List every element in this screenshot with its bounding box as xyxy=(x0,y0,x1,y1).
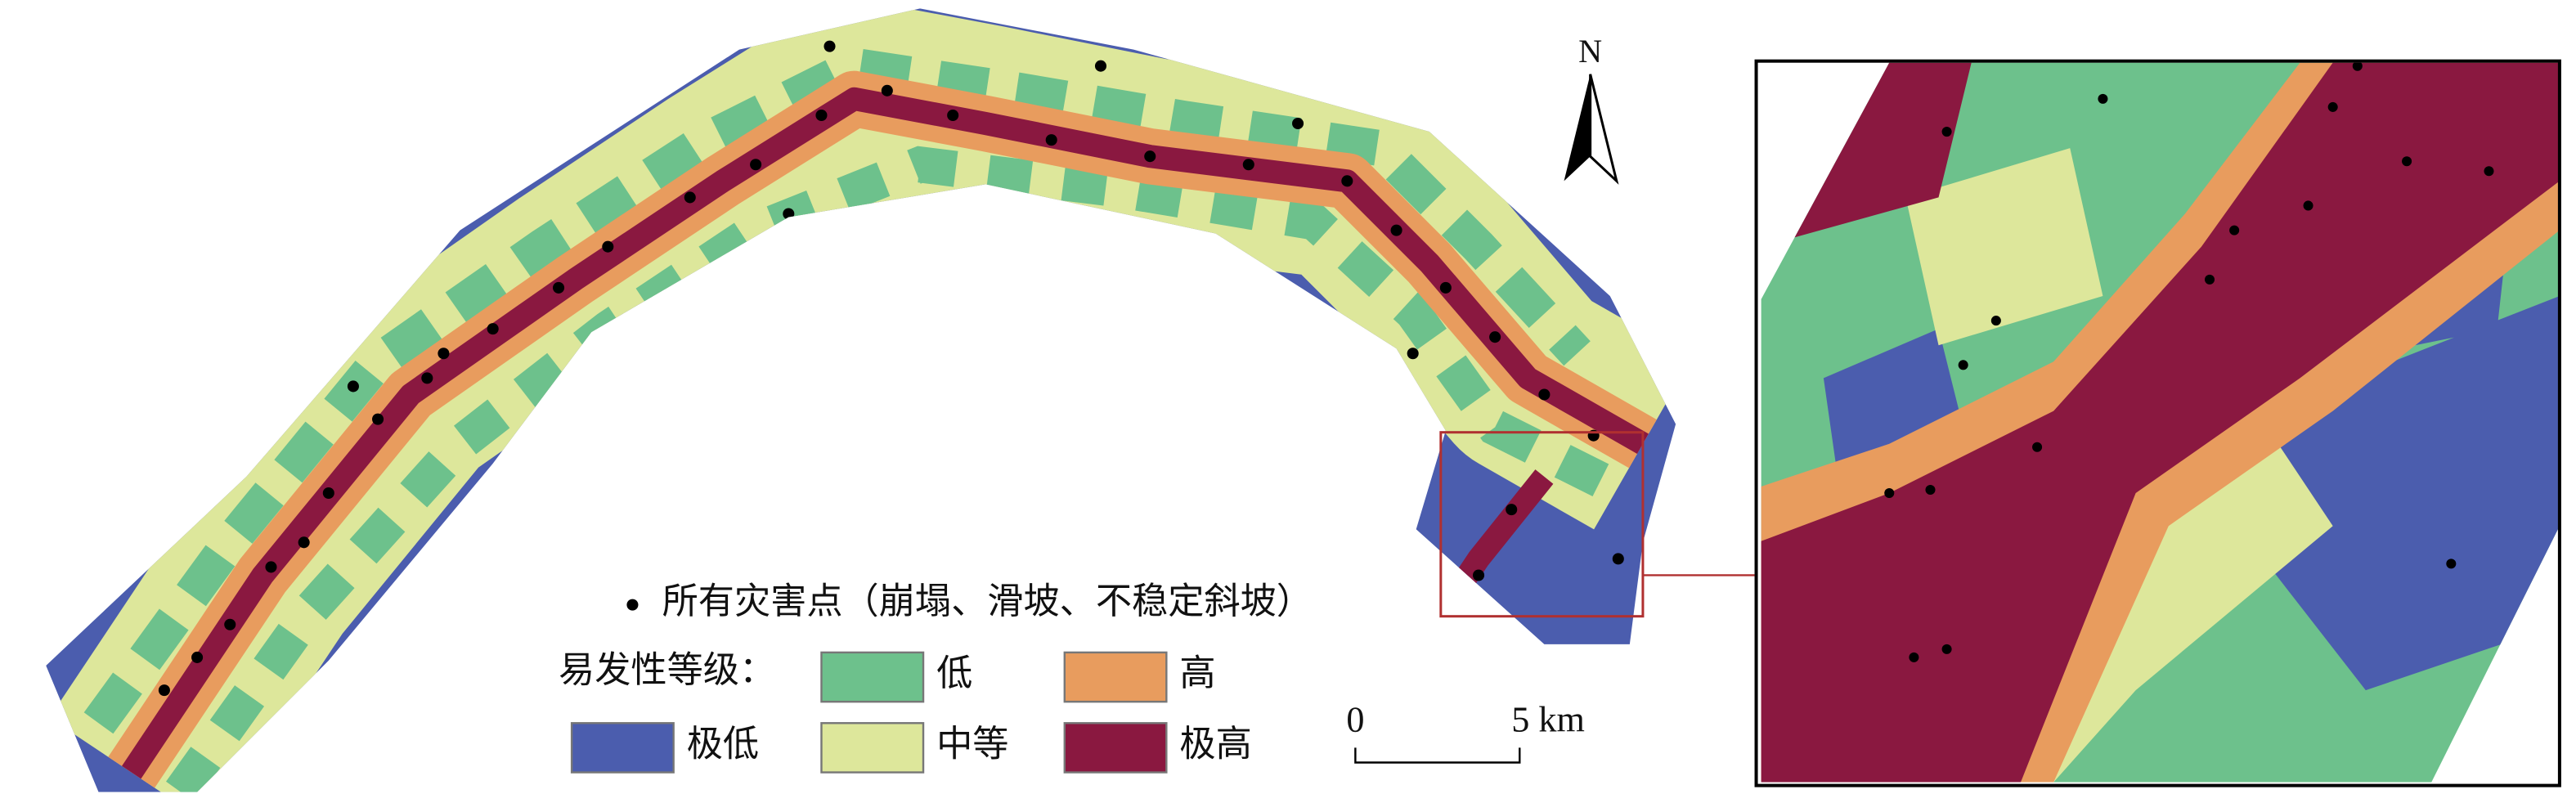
legend-swatch xyxy=(570,722,675,774)
zone-very-high xyxy=(1761,62,2560,783)
scale-start: 0 xyxy=(1346,699,1364,739)
north-arrow xyxy=(1589,74,1619,185)
legend-class-label: 中等 xyxy=(936,724,1008,765)
hazard-points xyxy=(1884,62,2494,662)
scale-end: 5 km xyxy=(1511,699,1585,739)
legend-swatch xyxy=(1063,651,1168,703)
north-arrow xyxy=(1564,74,1591,182)
legend-class-label: 高 xyxy=(1179,653,1215,693)
legend-classes-title: 易发性等级： xyxy=(559,650,775,690)
north-label: N xyxy=(1578,33,1602,70)
legend-class-label: 极低 xyxy=(687,724,759,765)
legend-classes: 极低 低中等 高极高 xyxy=(570,651,1252,774)
inset-frame xyxy=(1754,59,2561,787)
scale-bar xyxy=(1354,747,1521,764)
legend-swatch xyxy=(820,651,925,703)
zone-low xyxy=(166,146,1635,792)
legend-swatch xyxy=(820,722,925,774)
locator-box xyxy=(1439,431,1645,618)
hazard-points xyxy=(158,40,1624,697)
inset-map xyxy=(1761,62,2560,783)
legend-class-label: 低 xyxy=(936,653,972,693)
legend-points-label: 所有灾害点（崩塌、滑坡、不稳定斜坡） xyxy=(662,581,1313,621)
zone-very-low xyxy=(1823,181,2560,691)
legend-class-label: 极高 xyxy=(1179,724,1251,765)
zone-low xyxy=(83,47,1591,734)
legend-swatch xyxy=(1063,722,1168,774)
legend-point-symbol xyxy=(626,599,639,611)
